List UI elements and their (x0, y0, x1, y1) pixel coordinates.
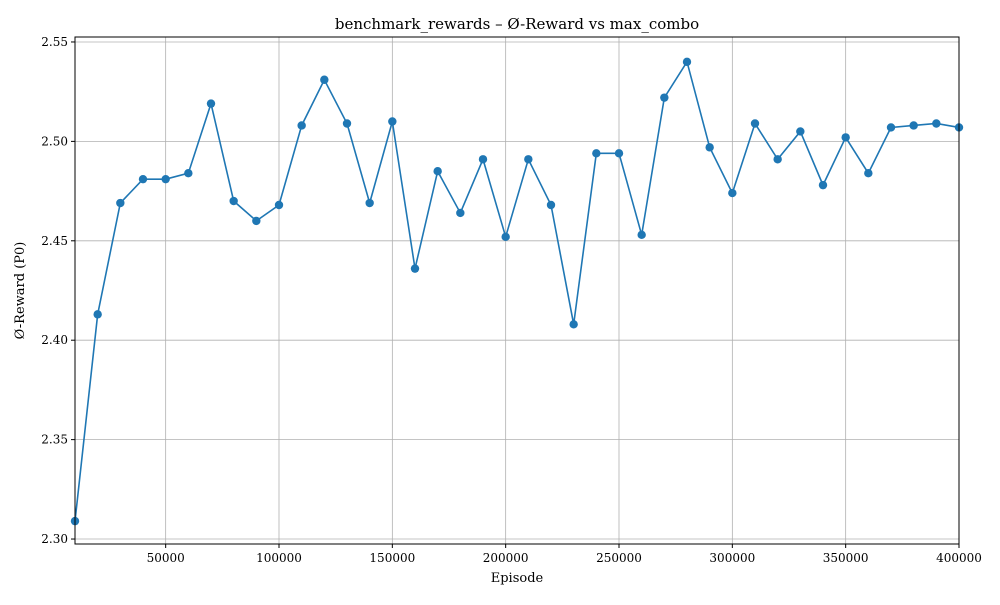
data-point (252, 216, 261, 226)
data-point (614, 149, 624, 158)
series-layer (70, 57, 964, 526)
x-axis-ticks: 50000 100000 150000 200000 250000 300000 35000… (147, 544, 982, 565)
data-point (388, 117, 397, 126)
data-point (932, 119, 941, 128)
data-point (297, 121, 306, 130)
data-point (569, 320, 578, 329)
data-point (342, 119, 352, 128)
data-point (660, 93, 669, 102)
data-point (750, 119, 760, 128)
data-point (909, 121, 918, 130)
x-tick-label: 300000 (709, 551, 755, 565)
plot-area-frame (74, 36, 960, 545)
data-point (773, 155, 782, 164)
y-axis-label: Ø-Reward (P0) (13, 242, 28, 340)
data-point (161, 174, 170, 184)
y-tick-label: 2.45 (41, 234, 68, 248)
series-line (74, 59, 960, 522)
data-point (410, 264, 420, 273)
data-point (116, 198, 125, 208)
data-point (433, 167, 442, 176)
x-tick-label: 50000 (147, 551, 185, 565)
data-point (274, 200, 284, 210)
data-point (229, 196, 238, 206)
x-tick-label: 250000 (596, 551, 642, 565)
grid-lines (75, 37, 960, 544)
x-tick-label: 100000 (256, 551, 302, 565)
x-tick-label: 200000 (483, 551, 529, 565)
y-tick-label: 2.40 (41, 333, 68, 347)
data-point (184, 168, 193, 178)
y-tick-label: 2.50 (41, 134, 68, 148)
data-point (478, 155, 488, 164)
data-point (320, 75, 329, 84)
data-point (524, 155, 533, 164)
data-point (728, 188, 737, 198)
data-point (796, 127, 805, 136)
data-point (93, 310, 102, 319)
chart-title: benchmark_rewards – Ø-Reward vs max_comb… (335, 15, 699, 33)
data-point (206, 99, 216, 108)
data-point (456, 208, 465, 218)
data-point (546, 200, 556, 210)
data-point (886, 123, 896, 132)
y-tick-label: 2.35 (41, 433, 68, 447)
data-point (138, 174, 148, 184)
data-point (365, 198, 374, 208)
data-point (592, 149, 601, 158)
data-point (864, 168, 873, 178)
data-point (818, 180, 828, 190)
y-tick-label: 2.55 (41, 35, 68, 49)
x-axis-label: Episode (491, 571, 544, 586)
data-point (705, 143, 714, 152)
y-tick-label: 2.30 (41, 532, 68, 546)
data-point (501, 232, 510, 242)
data-point (682, 57, 692, 67)
data-point (841, 133, 850, 142)
x-tick-label: 400000 (936, 551, 982, 565)
x-tick-label: 150000 (369, 551, 415, 565)
x-tick-label: 350000 (823, 551, 869, 565)
y-axis-ticks: 2.30 2.35 2.40 2.45 2.50 2.55 (41, 35, 75, 546)
data-point (637, 230, 646, 240)
